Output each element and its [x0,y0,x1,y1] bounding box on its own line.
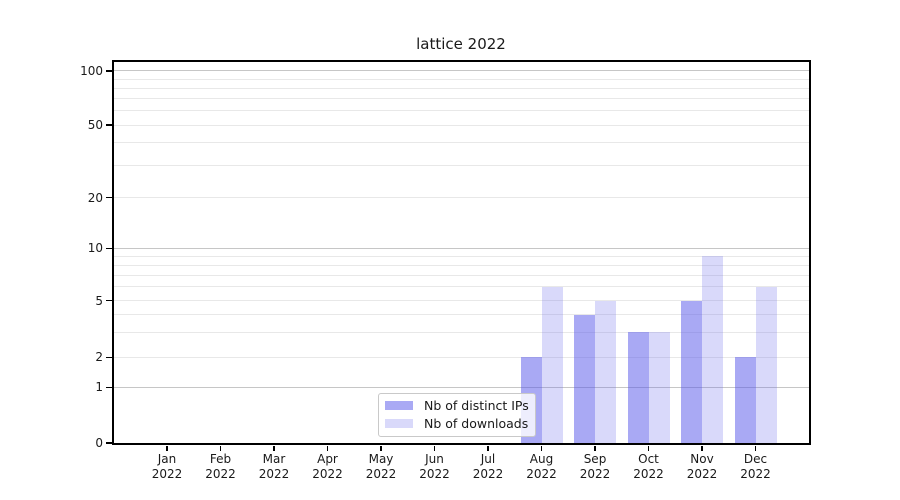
gridline-minor-40 [113,142,809,144]
legend-label: Nb of downloads [424,415,529,431]
bar-downloads-aug [541,286,563,443]
gridline-minor-2 [113,356,809,358]
x-tick-aug [540,445,543,451]
bar-distinct-ips-sep [574,314,595,443]
plot-area: Nb of distinct IPs Nb of downloads [111,59,811,445]
bar-downloads-dec [755,286,777,443]
gridline-minor-20 [113,197,809,199]
y-tick-label-50: 50 [87,118,103,133]
x-tick-oct [647,445,650,451]
bars-layer [114,62,810,443]
legend-item: Nb of distinct IPs [385,398,529,414]
x-tick-apr [326,445,329,451]
x-tick-label-oct: Oct 2022 [633,452,664,481]
gridline-minor-30 [113,165,809,167]
x-tick-mar [273,445,275,451]
x-tick-dec [754,445,757,451]
legend-label: Nb of distinct IPs [424,397,529,413]
bar-downloads-oct [648,332,670,443]
gridline-minor-3 [113,331,809,333]
x-tick-label-sep: Sep 2022 [579,452,611,481]
gridline-minor-80 [113,87,809,89]
gridlines-layer [113,62,809,444]
gridline-minor-70 [113,98,809,100]
x-tick-label-may: May 2022 [365,452,397,481]
legend-item: Nb of downloads [385,416,529,432]
y-tick-1 [105,386,112,389]
y-tick-10 [105,247,112,250]
x-tick-label-apr: Apr 2022 [312,452,343,481]
x-tick-label-nov: Nov 2022 [686,452,718,481]
x-tick-jan [166,445,168,451]
gridline-major-10 [113,247,809,249]
gridline-minor-60 [113,110,809,112]
x-tick-nov [701,445,703,451]
y-tick-label-5: 5 [95,293,103,308]
y-tick-5 [105,299,112,302]
y-tick-label-20: 20 [87,190,103,205]
x-tick-feb [219,445,222,451]
legend-swatch [385,419,413,428]
x-tick-sep [594,445,596,451]
legend-swatch [385,401,413,410]
gridline-minor-7 [113,274,809,276]
y-tick-100 [105,70,112,72]
x-tick-label-jan: Jan 2022 [151,452,183,481]
bar-distinct-ips-nov [681,300,702,443]
bar-distinct-ips-dec [734,357,756,443]
gridline-minor-6 [113,286,809,288]
x-tick-label-jul: Jul 2022 [472,452,504,481]
y-tick-label-1: 1 [95,380,103,395]
y-tick-label-10: 10 [87,241,103,256]
x-tick-label-mar: Mar 2022 [258,452,290,481]
legend: Nb of distinct IPs Nb of downloads [378,392,536,437]
gridline-major-100 [113,70,809,72]
chart-title: lattice 2022 [416,35,506,53]
x-tick-jun [433,445,436,451]
bar-downloads-sep [595,300,616,443]
gridline-major-1 [113,386,809,388]
gridline-minor-9 [113,255,809,257]
gridline-minor-4 [113,313,809,315]
y-tick-label-2: 2 [95,350,103,365]
x-tick-may [380,445,382,451]
bar-downloads-nov [702,256,723,443]
gridline-minor-50 [113,124,809,126]
gridline-minor-90 [113,78,809,80]
bar-distinct-ips-oct [627,332,649,443]
x-tick-label-jun: Jun 2022 [419,452,450,481]
y-tick-50 [105,124,112,126]
x-tick-label-feb: Feb 2022 [205,452,236,481]
x-tick-label-dec: Dec 2022 [740,452,771,481]
gridline-minor-5 [113,300,809,302]
y-tick-0 [105,442,112,444]
y-tick-label-0: 0 [95,436,103,450]
x-tick-label-aug: Aug 2022 [526,452,557,481]
y-tick-20 [105,196,112,199]
y-tick-label-100: 100 [80,63,103,78]
gridline-minor-8 [113,264,809,266]
x-tick-jul [487,445,489,451]
y-tick-2 [105,356,112,359]
